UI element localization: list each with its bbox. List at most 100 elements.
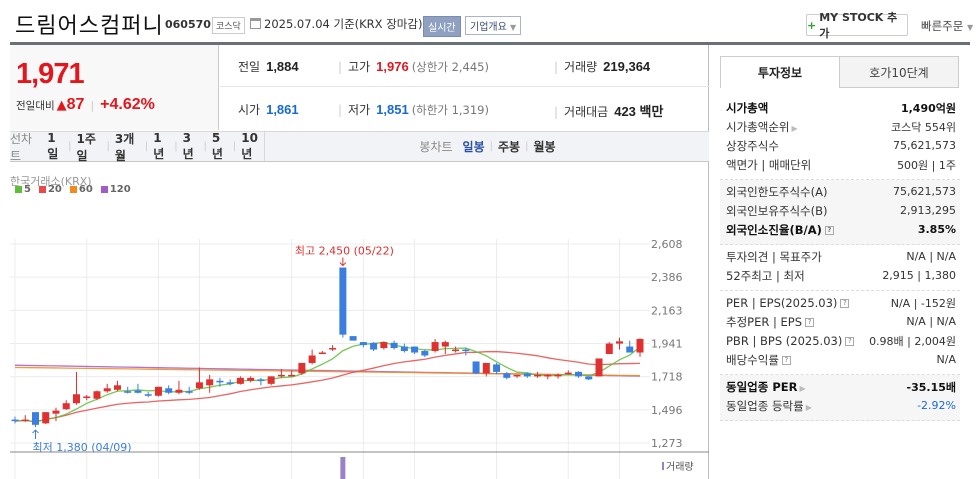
divider: | bbox=[68, 141, 72, 152]
divider: | bbox=[203, 141, 207, 152]
info-row: 액면가 | 매매단위 500원 | 1주 bbox=[726, 155, 956, 174]
chevron-right-icon: ▶ bbox=[805, 402, 812, 412]
info-row: 외국인보유주식수(B) 2,913,295 bbox=[726, 201, 956, 220]
stat-label: 거래량 bbox=[564, 60, 598, 74]
stat-prev-close: 전일 1,884 bbox=[238, 58, 299, 75]
info-value: N/A bbox=[936, 353, 956, 366]
info-row: 배당수익률? N/A bbox=[726, 350, 956, 369]
quick-order-dropdown[interactable]: 빠른주문 ▼ bbox=[921, 18, 973, 34]
divider: | bbox=[144, 141, 149, 152]
period-1주일[interactable]: 1주일 bbox=[76, 131, 96, 163]
stat-amount: | 거래대금 423 백만 bbox=[554, 101, 663, 120]
info-row: 동일업종 등락률 ▶ -2.92% bbox=[726, 396, 956, 415]
help-icon[interactable]: ? bbox=[805, 317, 815, 327]
stat-value: 423 백만 bbox=[614, 104, 664, 119]
svg-text:최저 1,380 (04/09): 최저 1,380 (04/09) bbox=[32, 441, 131, 454]
divider: | bbox=[106, 141, 110, 152]
info-row: 상장주식수 75,621,573 bbox=[726, 136, 956, 155]
candle-chart-label: 봉차트 bbox=[419, 140, 453, 154]
info-row: 추정PER | EPS? N/A | N/A bbox=[726, 312, 956, 331]
period-3년[interactable]: 3년 bbox=[182, 131, 194, 161]
period-주봉[interactable]: 주봉 bbox=[498, 140, 521, 154]
company-overview-label: 기업개요 bbox=[470, 22, 507, 33]
divider: | bbox=[338, 103, 343, 117]
chevron-down-icon: ▼ bbox=[510, 23, 517, 32]
candlestick-chart: 2,6082,3862,1631,9411,7181,4961,27304/07… bbox=[10, 238, 709, 479]
info-row: 52주최고 | 최저 2,915 | 1,380 bbox=[726, 266, 956, 285]
chevron-down-icon: ▼ bbox=[966, 23, 974, 32]
lower-limit: (하한가 1,319) bbox=[411, 103, 489, 117]
info-label[interactable]: 동일업종 등락률 ▶ bbox=[726, 398, 812, 413]
info-label[interactable]: 동일업종 PER ▶ bbox=[726, 379, 806, 394]
help-icon[interactable]: ? bbox=[781, 355, 791, 365]
info-section: 외국인한도주식수(A) 75,621,573 외국인보유주식수(B) 2,913,29… bbox=[720, 180, 960, 245]
company-overview-dropdown[interactable]: 기업개요 ▼ bbox=[465, 16, 522, 35]
info-label[interactable]: 시가총액순위 ▶ bbox=[726, 119, 798, 134]
info-value: -2.92% bbox=[917, 399, 956, 412]
period-3개월[interactable]: 3개월 bbox=[114, 131, 135, 163]
as-of-date: 2025.07.04 기준(KRX 장마감) bbox=[264, 17, 423, 31]
divider: | bbox=[554, 105, 559, 119]
help-icon[interactable]: ? bbox=[824, 225, 834, 235]
line-chart-label: 선차트 bbox=[10, 131, 33, 163]
help-icon[interactable]: ? bbox=[845, 336, 855, 346]
info-value: 코스닥 554위 bbox=[891, 120, 956, 134]
stat-high: | 고가 1,976 (상한가 2,445) bbox=[338, 58, 489, 75]
tab-order-book[interactable]: 호가10단계 bbox=[839, 56, 959, 88]
svg-text:1,273: 1,273 bbox=[651, 437, 683, 450]
info-value: 2,915 | 1,380 bbox=[882, 269, 956, 282]
stat-value: 1,861 bbox=[266, 102, 299, 117]
svg-text:2,608: 2,608 bbox=[651, 238, 683, 251]
stat-value: 219,364 bbox=[603, 59, 651, 74]
stat-label: 전일 bbox=[238, 60, 261, 74]
svg-text:최고 2,450 (05/22): 최고 2,450 (05/22) bbox=[295, 245, 394, 258]
info-label: 액면가 | 매매단위 bbox=[726, 157, 812, 172]
period-일봉[interactable]: 일봉 bbox=[462, 140, 485, 154]
divider: | bbox=[489, 141, 494, 152]
add-mystock-button[interactable]: + MY STOCK 추가 bbox=[806, 11, 908, 40]
divider: | bbox=[554, 60, 559, 74]
upper-limit: (상한가 2,445) bbox=[411, 60, 489, 74]
divider: | bbox=[232, 141, 237, 152]
exchange-label: 한국거래소(KRX) bbox=[10, 175, 92, 188]
tab-investment-info[interactable]: 투자정보 bbox=[720, 56, 840, 88]
period-1일[interactable]: 1일 bbox=[47, 131, 59, 161]
period-5년[interactable]: 5년 bbox=[211, 131, 223, 161]
quick-order-label: 빠른주문 bbox=[921, 19, 964, 33]
line-chart-periods: 선차트 1일 | 1주일 | 3개월 | 1년 | 3년 | 5년 | 10년 bbox=[10, 131, 265, 163]
current-price-box: 1,971 전일대비 ▲ 87 | +4.62% bbox=[10, 45, 219, 130]
plus-icon: + bbox=[807, 18, 817, 32]
info-value: N/A | N/A bbox=[906, 250, 956, 263]
info-label: PER | EPS(2025.03)? bbox=[726, 296, 850, 310]
info-value: 500원 | 1주 bbox=[897, 158, 956, 172]
price-chart[interactable]: 2,6082,3862,1631,9411,7181,4961,27304/07… bbox=[10, 170, 709, 479]
stat-label: 고가 bbox=[348, 60, 371, 74]
info-section: PER | EPS(2025.03)? N/A | -152원 추정PER | EP… bbox=[720, 291, 960, 375]
market-badge: 코스닥 bbox=[212, 17, 245, 34]
info-value: 1,490억원 bbox=[900, 101, 956, 115]
info-label: 외국인소진율(B/A)? bbox=[726, 222, 834, 238]
period-1년[interactable]: 1년 bbox=[153, 131, 165, 161]
calendar-icon bbox=[250, 18, 261, 29]
help-icon[interactable]: ? bbox=[840, 298, 850, 308]
stock-header: 드림어스컴퍼니 060570 코스닥 2025.07.04 기준(KRX 장마감… bbox=[0, 0, 976, 43]
stat-low: | 저가 1,851 (하한가 1,319) bbox=[338, 101, 489, 118]
realtime-button[interactable]: 실시간 bbox=[423, 16, 461, 37]
svg-text:1,718: 1,718 bbox=[651, 371, 683, 384]
period-월봉[interactable]: 월봉 bbox=[533, 140, 556, 154]
stats-row: 전일 1,884 | 고가 1,976 (상한가 2,445) | 거래량 219,364 bbox=[220, 45, 709, 87]
info-label: 상장주식수 bbox=[726, 138, 779, 153]
header-divider bbox=[10, 42, 970, 45]
info-label: 시가총액 bbox=[726, 100, 769, 115]
period-10년[interactable]: 10년 bbox=[241, 131, 258, 161]
divider: | bbox=[90, 98, 95, 112]
stat-volume: | 거래량 219,364 bbox=[554, 58, 650, 75]
info-value: -35.15배 bbox=[906, 380, 956, 394]
stat-label: 거래대금 bbox=[564, 105, 609, 119]
info-label: PBR | BPS (2025.03)? bbox=[726, 334, 855, 348]
svg-text:1,496: 1,496 bbox=[651, 404, 683, 417]
info-row: 시가총액순위 ▶ 코스닥 554위 bbox=[726, 117, 956, 136]
info-label: 외국인한도주식수(A) bbox=[726, 184, 828, 199]
info-row: 시가총액 1,490억원 bbox=[726, 98, 956, 117]
